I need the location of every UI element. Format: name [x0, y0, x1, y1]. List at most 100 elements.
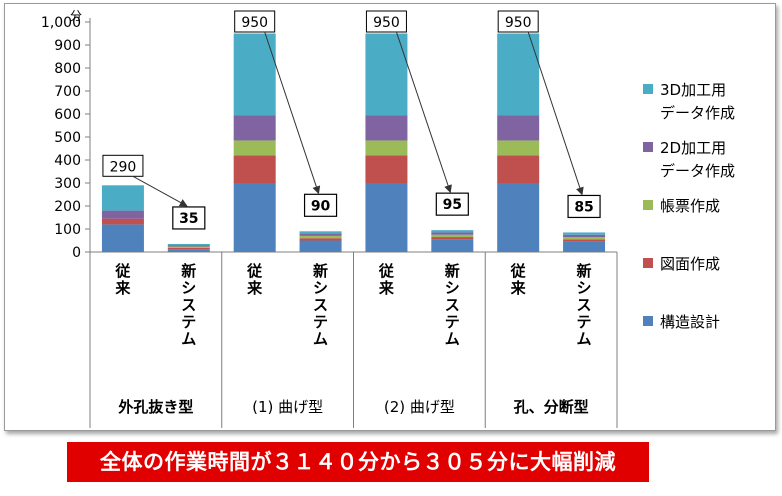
- bar-category-label-char: 従: [510, 262, 527, 280]
- legend-label: 3D加工用: [660, 81, 726, 99]
- bar-category-label-char: 来: [510, 279, 527, 297]
- bar-segment: [365, 140, 408, 156]
- group-label: (2) 曲げ型: [384, 398, 455, 416]
- chart-frame: 0 100 200 300 400 500 600 700 800 900 1,000 分従来 新システ…: [4, 3, 776, 431]
- bar-category-label-char: 来: [114, 279, 131, 297]
- total-callout-box: [303, 193, 338, 217]
- bar-segment: [431, 232, 474, 235]
- bar-category-label-char: 従: [114, 262, 131, 280]
- bar-segment: [431, 230, 474, 233]
- bar-category-label-char: ム: [577, 330, 592, 348]
- y-tick-label: 800: [54, 61, 81, 77]
- y-tick-label: 200: [54, 199, 81, 215]
- group-label: 孔、分断型: [514, 398, 589, 416]
- reduction-arrow: [264, 31, 321, 195]
- legend-swatch: [643, 200, 653, 210]
- total-callout-box: [234, 10, 276, 33]
- total-callout-box: [365, 10, 407, 33]
- bar-segment: [431, 237, 474, 240]
- bar-segment: [101, 210, 144, 219]
- total-callout-box: [172, 206, 206, 230]
- bar-category-label-char: ム: [445, 330, 460, 348]
- total-callout-label: 35: [179, 211, 198, 227]
- bar-category-label-char: シ: [577, 279, 592, 297]
- bar-segment: [299, 231, 342, 234]
- total-callout-box: [567, 194, 601, 219]
- reduction-arrow: [395, 31, 452, 194]
- bar-category-label-char: 従: [378, 262, 395, 280]
- total-callout-label: 85: [574, 199, 593, 215]
- y-tick-label: 500: [54, 130, 81, 146]
- bar-segment: [101, 224, 144, 252]
- bar-category-label-char: テ: [445, 313, 460, 331]
- total-callout-label: 90: [311, 198, 331, 214]
- legend-label: データ作成: [660, 162, 735, 180]
- bar-category-label-char: テ: [181, 313, 196, 331]
- legend-label: 帳票作成: [660, 197, 720, 215]
- legend-swatch: [643, 142, 653, 152]
- bar-segment: [563, 241, 606, 252]
- bar-segment: [299, 233, 342, 236]
- bar-category-label-char: ム: [313, 330, 328, 348]
- legend-swatch: [643, 258, 653, 268]
- bar-segment: [167, 249, 210, 252]
- bar-segment: [563, 237, 606, 240]
- legend-label: 2D加工用: [660, 139, 726, 157]
- y-unit-label: 分: [70, 9, 82, 23]
- y-tick-label: 1,000: [41, 15, 81, 31]
- bar-segment: [563, 239, 606, 242]
- bar-segment: [365, 115, 408, 141]
- bar-segment: [101, 218, 144, 225]
- bar-category-label-char: 新: [181, 262, 196, 280]
- y-tick-label: 300: [54, 176, 81, 192]
- bar-segment: [497, 33, 540, 116]
- bar-category-label-char: ス: [181, 296, 196, 314]
- bar-segment: [365, 33, 408, 116]
- bar-category-label-char: 来: [378, 279, 395, 297]
- bar-segment: [167, 247, 210, 250]
- y-tick-label: 900: [54, 38, 81, 54]
- total-callout-label: 95: [443, 197, 462, 213]
- y-tick-label: 400: [54, 153, 81, 169]
- y-tick-label: 600: [54, 107, 81, 123]
- bar-segment: [497, 155, 540, 183]
- bar-segment: [365, 155, 408, 183]
- y-tick-label: 700: [54, 84, 81, 100]
- bar-segment: [497, 183, 540, 252]
- bar-segment: [167, 246, 210, 248]
- total-callout-label: 950: [505, 15, 532, 31]
- y-tick-label: 100: [54, 222, 81, 238]
- bar-segment: [497, 115, 540, 141]
- total-callout-label: 950: [241, 15, 268, 31]
- bar-segment: [233, 115, 276, 141]
- bar-category-label-char: ム: [181, 330, 196, 348]
- bar-segment: [431, 239, 474, 252]
- bar-category-label-char: シ: [181, 279, 196, 297]
- bar-category-label-char: 来: [246, 279, 263, 297]
- bar-segment: [233, 155, 276, 183]
- bar-segment: [563, 232, 606, 235]
- bar-category-label-char: テ: [577, 313, 592, 331]
- bar-category-label-char: ス: [577, 296, 592, 314]
- reduction-arrow: [132, 175, 188, 207]
- bar-segment: [563, 234, 606, 238]
- total-callout-label: 290: [110, 159, 137, 175]
- bar-segment: [497, 140, 540, 156]
- bar-segment: [233, 33, 276, 116]
- bar-segment: [431, 234, 474, 238]
- reduction-arrow: [527, 31, 584, 196]
- total-callout-box: [497, 10, 539, 33]
- bar-segment: [299, 238, 342, 241]
- bar-segment: [233, 183, 276, 252]
- bar-category-label-char: テ: [313, 313, 328, 331]
- bar-segment: [101, 185, 144, 211]
- bar-category-label-char: ス: [313, 296, 328, 314]
- total-callout-box: [102, 154, 144, 177]
- bar-segment: [167, 243, 210, 246]
- bar-segment: [299, 235, 342, 239]
- bar-category-label-char: 新: [577, 262, 592, 280]
- bar-category-label-char: シ: [313, 279, 328, 297]
- legend-swatch: [643, 84, 653, 94]
- legend-swatch: [643, 316, 653, 326]
- legend-label: 図面作成: [660, 255, 720, 273]
